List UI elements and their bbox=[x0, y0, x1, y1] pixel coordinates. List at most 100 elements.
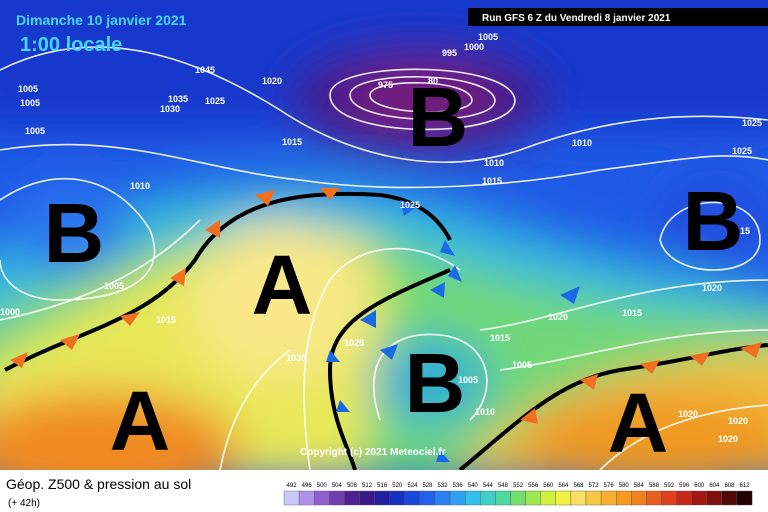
colorbar-label: 584 bbox=[634, 483, 645, 489]
colorbar-cell bbox=[465, 490, 481, 506]
isobars bbox=[0, 46, 768, 471]
isobar-label: 995 bbox=[442, 48, 457, 58]
colorbar-cell bbox=[616, 490, 632, 506]
isobar-label: 1020 bbox=[678, 409, 698, 419]
colorbar-cell bbox=[449, 490, 466, 506]
colorbar-label: 580 bbox=[619, 483, 630, 489]
isobar-label: 1005 bbox=[20, 98, 40, 108]
copyright: Copyright (c) 2021 Meteociel.fr bbox=[300, 447, 446, 458]
isobar-label: 1025 bbox=[742, 118, 762, 128]
isobar-label: 1020 bbox=[702, 283, 722, 293]
center-letter: B bbox=[44, 186, 105, 280]
colorbar-label: 572 bbox=[589, 483, 600, 489]
colorbar-label: 552 bbox=[513, 483, 524, 489]
colorbar-label: 604 bbox=[709, 483, 720, 489]
center-letter: A bbox=[252, 238, 313, 332]
colorbar-cell bbox=[480, 490, 496, 506]
center-letter: B bbox=[683, 174, 744, 268]
colorbar-cell bbox=[374, 490, 390, 506]
colorbar-label: 568 bbox=[573, 483, 584, 489]
colorbar-label: 612 bbox=[740, 483, 751, 489]
colorbar-cell bbox=[359, 490, 375, 506]
fronts bbox=[4, 188, 768, 472]
footer-title: Géop. Z500 & pression au sol bbox=[6, 476, 191, 492]
isobar-label: 1025 bbox=[400, 200, 420, 210]
colorbar-label: 492 bbox=[287, 483, 298, 489]
isobar-label: 1020 bbox=[548, 312, 568, 322]
colorbar-label: 508 bbox=[347, 483, 358, 489]
colorbar-label: 560 bbox=[543, 483, 554, 489]
isobar-label: 1030 bbox=[286, 353, 306, 363]
center-letter: B bbox=[408, 70, 469, 164]
colorbar-label: 504 bbox=[332, 483, 343, 489]
colorbar-cell bbox=[389, 490, 406, 506]
colorbar-cell bbox=[646, 490, 662, 506]
isobar-label: 1010 bbox=[572, 138, 592, 148]
isobar-label: 1000 bbox=[0, 307, 20, 317]
colorbar-label: 592 bbox=[664, 483, 675, 489]
colorbar-label: 500 bbox=[317, 483, 328, 489]
colorbar-label: 512 bbox=[362, 483, 373, 489]
isobar-label: 1005 bbox=[18, 84, 38, 94]
isobar-label: 1035 bbox=[168, 94, 188, 104]
colorbar-label: 540 bbox=[468, 483, 479, 489]
isobar-label: 1005 bbox=[478, 32, 498, 42]
isobar-label: 1015 bbox=[282, 137, 302, 147]
isobar-label: 1010 bbox=[475, 407, 495, 417]
colorbar-label: 564 bbox=[558, 483, 569, 489]
colorbar-label: 536 bbox=[453, 483, 464, 489]
isobar-label: 1030 bbox=[160, 104, 180, 114]
colorbar-label: 544 bbox=[483, 483, 494, 489]
colorbar-cell bbox=[434, 490, 451, 506]
isobar-label: 1020 bbox=[262, 76, 282, 86]
colorbar-cell bbox=[585, 490, 602, 506]
isobar-label: 1045 bbox=[195, 65, 215, 75]
colorbar-cell bbox=[283, 490, 300, 506]
pressure-centers: B B A B B A A bbox=[44, 70, 744, 470]
date: Dimanche 10 janvier 2021 bbox=[16, 12, 187, 28]
colorbar-cell bbox=[676, 490, 692, 506]
isobar-label: 1005 bbox=[512, 360, 532, 370]
isobar-label: 1010 bbox=[484, 158, 504, 168]
isobar-label: 1025 bbox=[205, 96, 225, 106]
isobar-label: 1005 bbox=[458, 375, 478, 385]
isobar-label: 1015 bbox=[490, 333, 510, 343]
colorbar-cell bbox=[510, 490, 526, 506]
colorbar-cell bbox=[525, 490, 541, 506]
colorbar-cell bbox=[721, 490, 738, 506]
colorbar: 492 496 500 504 508 512 516 520 524 528 532 536 540 5… bbox=[283, 483, 753, 506]
isobar-label: 1015 bbox=[482, 176, 502, 186]
colorbar-cell bbox=[419, 490, 436, 506]
lead-time: (+ 42h) bbox=[8, 498, 40, 509]
colorbar-cell bbox=[706, 490, 723, 506]
center-letter: B bbox=[405, 336, 466, 430]
center-letter: A bbox=[110, 374, 171, 468]
isobar-label: 1015 bbox=[156, 315, 176, 325]
colorbar-cell bbox=[329, 490, 345, 506]
colorbar-cell bbox=[404, 490, 421, 506]
isobar-label: 975 bbox=[378, 80, 393, 90]
isobar-label: 80 bbox=[428, 76, 438, 86]
isobar-label: 1020 bbox=[728, 416, 748, 426]
colorbar-cell bbox=[495, 490, 511, 506]
isobar-label: 1005 bbox=[104, 281, 124, 291]
isobar-label: 1015 bbox=[622, 308, 642, 318]
center-letter: A bbox=[608, 376, 669, 470]
colorbar-cell bbox=[736, 490, 753, 506]
colorbar-cell bbox=[540, 490, 557, 506]
isobar-label: 1005 bbox=[25, 126, 45, 136]
colorbar-label: 548 bbox=[498, 483, 509, 489]
colorbar-label: 588 bbox=[649, 483, 660, 489]
colorbar-cell bbox=[570, 490, 587, 506]
colorbar-label: 600 bbox=[694, 483, 705, 489]
run-info: Run GFS 6 Z du Vendredi 8 janvier 2021 bbox=[482, 13, 671, 24]
colorbar-cell bbox=[631, 490, 647, 506]
colorbar-label: 576 bbox=[604, 483, 615, 489]
isobar-label: 1020 bbox=[718, 434, 738, 444]
colorbar-label: 596 bbox=[679, 483, 690, 489]
colorbar-label: 532 bbox=[438, 483, 449, 489]
isobar-label: 15 bbox=[740, 226, 750, 236]
colorbar-label: 496 bbox=[302, 483, 313, 489]
isobar-labels: 1005 1005 1005 1045 1035 1030 1025 1020 … bbox=[0, 32, 762, 444]
colorbar-label: 520 bbox=[392, 483, 403, 489]
